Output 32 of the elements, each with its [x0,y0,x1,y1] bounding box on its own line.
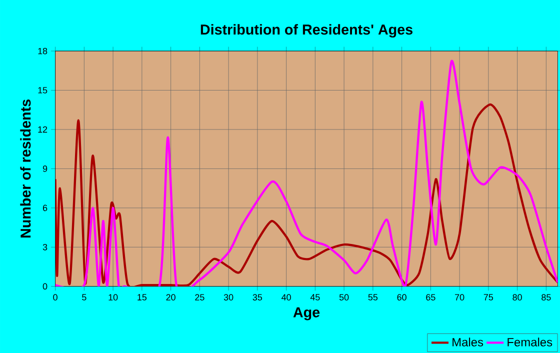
x-tick-label: 45 [310,294,320,300]
x-tick-label: 65 [426,294,436,300]
y-axis-title: Number of residents [20,100,31,238]
y-tick-label: 18 [38,48,48,54]
x-tick-label: 75 [484,294,494,300]
x-tick-label: 35 [252,294,262,300]
x-axis-title: Age [293,307,320,320]
y-tick-label: 3 [42,244,48,250]
line-series [55,104,558,286]
legend-label: Males [452,338,484,346]
x-tick-label: 55 [368,294,378,300]
x-tick-label: 40 [282,294,291,300]
x-tick-label: 70 [455,294,464,300]
x-tick-label: 5 [82,294,86,300]
x-tick-label: 50 [339,294,349,300]
y-tick-label: 15 [38,87,48,94]
y-tick-label: 6 [42,204,48,212]
x-tick-label: 80 [512,294,522,300]
legend-label: Females [508,338,552,346]
chart-title: Distribution of Residents' Ages [200,24,412,38]
y-tick-label: 12 [38,126,48,133]
x-tick-label: 10 [108,294,118,300]
y-tick-label: 9 [42,166,48,172]
line-series [55,60,558,286]
x-tick-label: 25 [195,294,204,300]
x-tick-label: 60 [397,294,406,300]
x-tick-label: 0 [53,294,58,300]
y-tick-label: 0 [42,283,48,290]
x-tick-label: 15 [138,294,147,300]
x-tick-label: 85 [542,294,551,300]
x-tick-label: 20 [166,294,176,300]
x-tick-label: 30 [224,294,234,300]
